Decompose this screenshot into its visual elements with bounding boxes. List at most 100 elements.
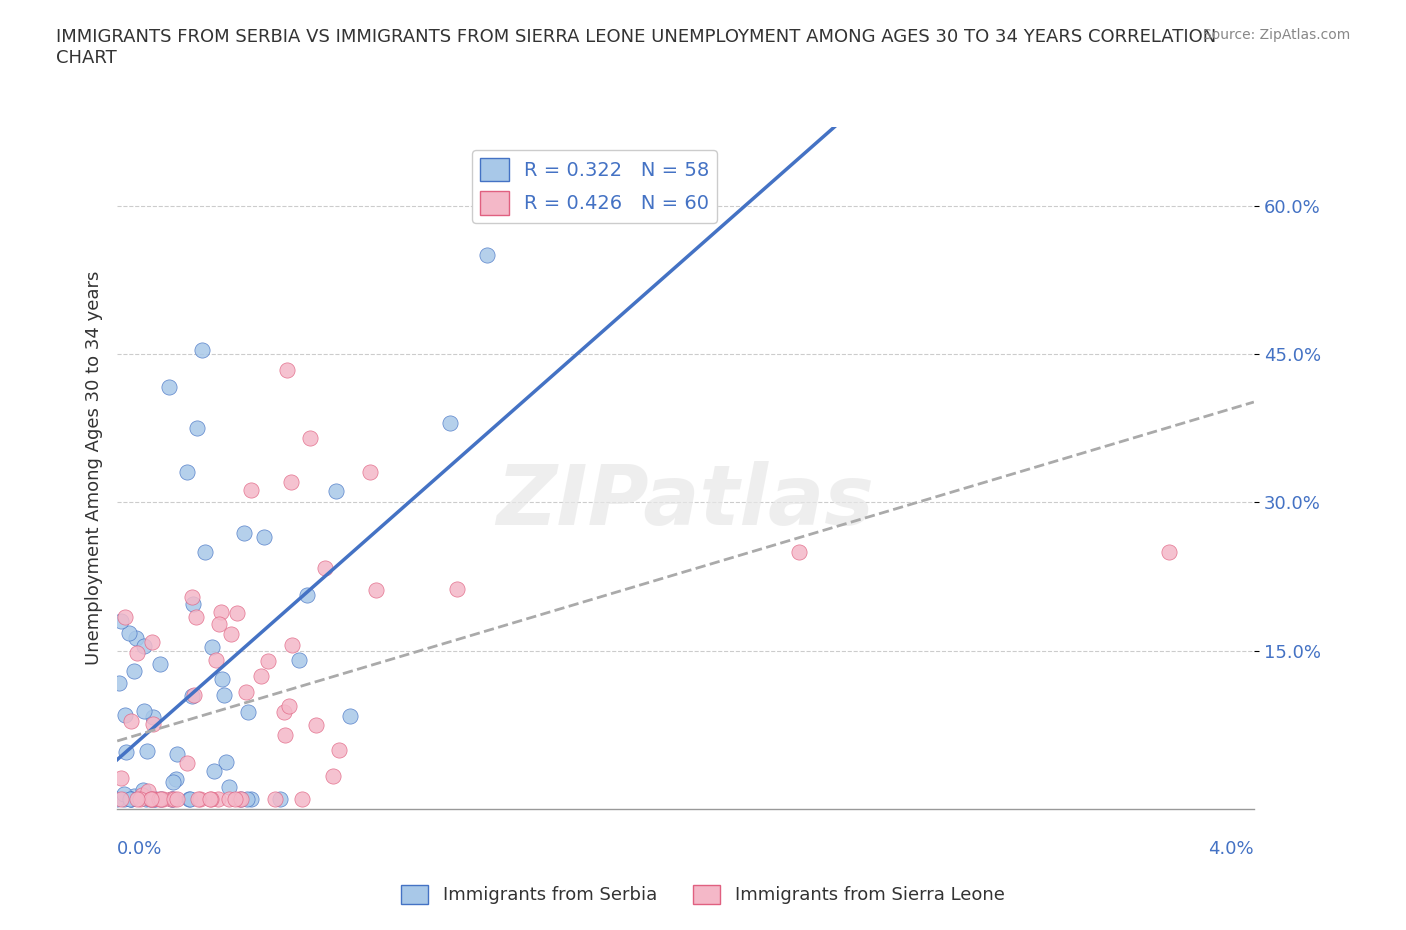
Point [200,791,222,806]
Point [112,787,135,802]
Point [253,529,276,544]
Point [787,544,810,559]
Point [194,544,217,559]
Point [287,652,309,667]
Point [339,709,361,724]
Point [160,791,183,806]
Point [110,614,132,629]
Point [118,625,141,640]
Point [125,645,148,660]
Point [160,791,183,806]
Point [198,791,221,806]
Point [218,779,240,794]
Point [122,663,145,678]
Point [281,638,304,653]
Point [152,791,174,806]
Point [131,788,153,803]
Point [142,791,165,806]
Point [120,713,142,728]
Point [143,791,166,806]
Point [136,783,159,798]
Point [132,638,155,653]
Point [239,483,262,498]
Point [295,588,318,603]
Point [236,704,259,719]
Point [208,617,231,631]
Point [107,676,129,691]
Point [163,791,186,806]
Point [112,791,135,806]
Point [183,687,205,702]
Point [160,791,183,806]
Point [325,484,347,498]
Point [159,379,181,394]
Point [120,791,142,806]
Point [127,791,149,806]
Point [122,789,145,804]
Point [209,604,232,619]
Point [139,791,162,806]
Point [314,560,336,575]
Point [219,626,242,641]
Legend: Immigrants from Serbia, Immigrants from Sierra Leone: Immigrants from Serbia, Immigrants from … [394,878,1012,911]
Point [110,791,132,806]
Point [188,791,211,806]
Point [280,474,302,489]
Point [107,791,129,806]
Point [236,791,259,806]
Point [250,669,273,684]
Point [166,747,188,762]
Point [135,791,157,806]
Point [181,597,204,612]
Point [1157,544,1180,559]
Point [225,605,247,620]
Point [446,581,468,596]
Point [273,704,295,719]
Point [322,768,344,783]
Point [239,791,262,806]
Point [328,742,350,757]
Text: 0.0%: 0.0% [117,840,163,857]
Point [149,657,172,671]
Point [212,687,235,702]
Point [205,653,228,668]
Point [256,653,278,668]
Point [186,420,208,435]
Legend: R = 0.322   N = 58, R = 0.426   N = 60: R = 0.322 N = 58, R = 0.426 N = 60 [472,150,717,222]
Point [141,635,163,650]
Point [180,689,202,704]
Point [114,609,136,624]
Point [176,465,198,480]
Point [176,755,198,770]
Point [139,791,162,806]
Point [132,783,155,798]
Point [305,717,328,732]
Point [202,764,225,778]
Point [148,791,170,806]
Point [114,708,136,723]
Point [235,684,257,699]
Point [276,363,298,378]
Point [439,416,461,431]
Point [359,464,381,479]
Text: 4.0%: 4.0% [1208,840,1254,857]
Point [142,710,165,724]
Point [179,791,201,806]
Point [214,755,236,770]
Text: ZIPatlas: ZIPatlas [496,461,875,542]
Point [136,744,159,759]
Point [201,640,224,655]
Point [177,791,200,806]
Point [277,698,299,713]
Point [475,247,498,262]
Point [150,791,173,806]
Text: Source: ZipAtlas.com: Source: ZipAtlas.com [1202,28,1350,42]
Point [166,791,188,806]
Point [128,791,150,806]
Point [134,704,156,719]
Point [142,791,165,806]
Point [366,582,388,597]
Point [231,791,253,806]
Point [269,791,291,806]
Point [224,791,246,806]
